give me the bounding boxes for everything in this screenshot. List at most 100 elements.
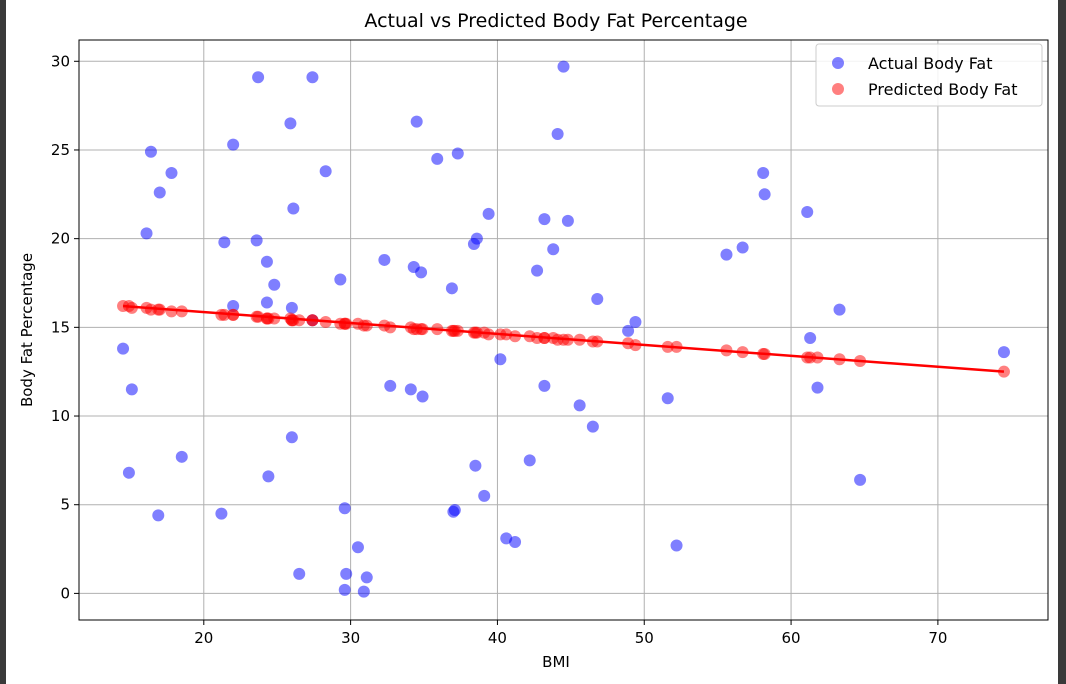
actual-point — [384, 379, 397, 392]
actual-point — [125, 383, 138, 396]
actual-point — [523, 454, 536, 467]
actual-point — [591, 292, 604, 305]
predicted-point — [833, 353, 846, 366]
predicted-point — [538, 331, 551, 344]
predicted-point — [661, 340, 674, 353]
actual-point — [338, 502, 351, 515]
actual-point — [415, 266, 428, 279]
x-tick-label: 20 — [194, 629, 213, 647]
actual-point — [293, 567, 306, 580]
predicted-point — [670, 340, 683, 353]
actual-point — [629, 316, 642, 329]
legend-box — [815, 43, 1043, 107]
actual-point — [416, 390, 429, 403]
actual-point — [801, 206, 814, 219]
actual-point — [252, 71, 265, 84]
actual-point — [351, 541, 364, 554]
actual-point — [152, 509, 165, 522]
data-series — [117, 60, 1010, 598]
predicted-point — [811, 351, 824, 364]
chart-title: Actual vs Predicted Body Fat Percentage — [364, 10, 747, 32]
actual-point — [561, 214, 574, 227]
actual-point — [573, 399, 586, 412]
actual-point — [285, 301, 298, 314]
actual-point — [469, 459, 482, 472]
predicted-point — [218, 308, 231, 321]
scatter-chart: 20 30 40 50 60 70 0 5 10 15 20 25 30 Actual vs Predi… — [18, 10, 1049, 671]
actual-point — [340, 567, 353, 580]
actual-point — [360, 571, 373, 584]
predicted-point — [431, 323, 444, 336]
predicted-point — [384, 321, 397, 334]
actual-point — [410, 115, 423, 128]
predicted-point — [591, 335, 604, 348]
actual-point — [215, 507, 228, 520]
actual-point — [319, 165, 332, 178]
actual-point — [720, 248, 733, 261]
y-tick-label: 0 — [60, 584, 70, 602]
y-tick-label: 20 — [51, 230, 70, 248]
y-tick-label: 10 — [51, 407, 70, 425]
predicted-point — [153, 303, 166, 316]
actual-point — [334, 273, 347, 286]
actual-point — [153, 186, 166, 199]
x-tick-label: 50 — [635, 629, 654, 647]
actual-point — [470, 232, 483, 245]
x-tick-label: 60 — [782, 629, 801, 647]
actual-point — [268, 278, 281, 291]
actual-point — [551, 128, 564, 141]
actual-point — [404, 383, 417, 396]
predicted-point — [509, 330, 522, 343]
x-axis-label: BMI — [542, 653, 570, 671]
actual-point — [431, 152, 444, 165]
actual-point — [144, 145, 157, 158]
actual-point — [509, 535, 522, 548]
actual-point — [260, 296, 273, 309]
actual-point — [140, 227, 153, 240]
y-tick-label: 25 — [51, 141, 70, 159]
actual-point — [306, 71, 319, 84]
actual-point — [448, 504, 461, 517]
actual-point — [538, 213, 551, 226]
predicted-point — [175, 305, 188, 318]
predicted-point — [629, 339, 642, 352]
actual-point — [736, 241, 749, 254]
y-axis-label: Body Fat Percentage — [18, 253, 36, 407]
actual-point — [218, 236, 231, 249]
predicted-point — [227, 308, 240, 321]
predicted-point — [758, 347, 771, 360]
predicted-point — [268, 312, 281, 325]
actual-point — [811, 381, 824, 394]
predicted-point — [319, 316, 332, 329]
actual-point — [482, 207, 495, 220]
actual-point — [758, 188, 771, 201]
actual-point — [586, 420, 599, 433]
legend-marker-actual — [832, 57, 844, 69]
predicted-point — [854, 355, 867, 368]
actual-point — [804, 331, 817, 344]
legend: Actual Body Fat Predicted Body Fat — [815, 43, 1043, 107]
predicted-point — [293, 314, 306, 327]
predicted-point — [997, 365, 1010, 378]
actual-point — [757, 167, 770, 180]
predicted-point — [360, 319, 373, 332]
legend-label-actual: Actual Body Fat — [868, 54, 993, 73]
predicted-point — [720, 344, 733, 357]
predicted-point — [561, 333, 574, 346]
predicted-point — [736, 346, 749, 359]
y-tick-label: 15 — [51, 318, 70, 336]
actual-point — [287, 202, 300, 215]
legend-marker-predicted — [832, 83, 844, 95]
actual-point — [227, 138, 240, 151]
legend-label-predicted: Predicted Body Fat — [868, 80, 1017, 99]
x-tick-label: 30 — [341, 629, 360, 647]
actual-point — [547, 243, 560, 256]
actual-point — [357, 585, 370, 598]
predicted-point — [338, 317, 351, 330]
predicted-point — [482, 328, 495, 341]
actual-point — [284, 117, 297, 130]
predicted-point — [451, 324, 464, 337]
x-tick-label: 70 — [928, 629, 947, 647]
plot-area-border — [78, 39, 1049, 621]
actual-point — [117, 342, 130, 355]
